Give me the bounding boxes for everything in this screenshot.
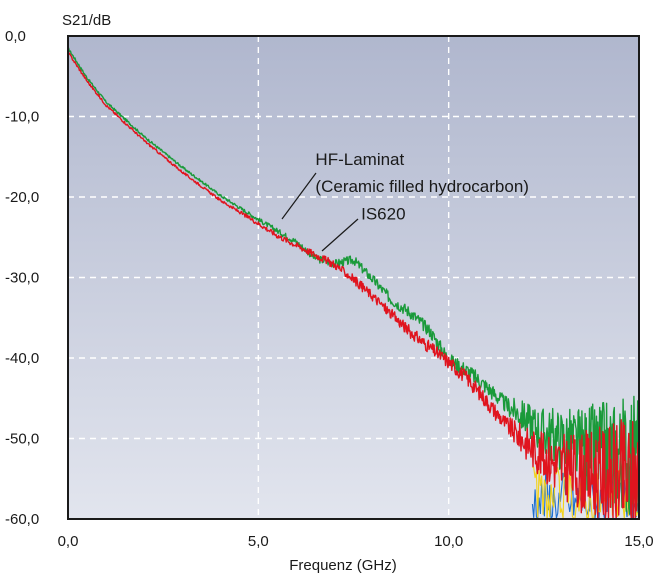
annotation-label-0: HF-Laminat: [315, 150, 404, 169]
series-line-is620: [68, 50, 639, 519]
x-tick-label: 15,0: [624, 533, 653, 550]
annotation-leader-hf-laminat: [281, 172, 317, 220]
y-tick-label: -40,0: [5, 350, 39, 367]
y-tick-label: -30,0: [5, 270, 39, 287]
x-tick-label: 10,0: [434, 533, 463, 550]
y-tick-label: -50,0: [5, 431, 39, 448]
y-axis-label: S21/dB: [62, 12, 111, 29]
x-tick-labels: 0,0 5,0 10,0 15,0: [58, 533, 654, 550]
y-tick-label: -60,0: [5, 511, 39, 528]
y-tick-label: 0,0: [5, 28, 26, 45]
x-axis-label: Frequenz (GHz): [289, 557, 397, 574]
series-lines: [68, 46, 639, 519]
x-tick-label: 5,0: [248, 533, 269, 550]
annotation-label-1: (Ceramic filled hydrocarbon): [315, 177, 529, 196]
annotation-leader-is620: [321, 218, 359, 252]
annotations: HF-Laminat (Ceramic filled hydrocarbon) IS…: [315, 150, 529, 224]
y-tick-labels: 0,0 -10,0 -20,0 -30,0 -40,0 -50,0 -60,0: [5, 28, 39, 528]
plot-frame: [67, 35, 640, 520]
annotation-label-2: IS620: [361, 205, 405, 224]
x-tick-label: 0,0: [58, 533, 79, 550]
y-tick-label: -10,0: [5, 109, 39, 126]
y-tick-label: -20,0: [5, 189, 39, 206]
